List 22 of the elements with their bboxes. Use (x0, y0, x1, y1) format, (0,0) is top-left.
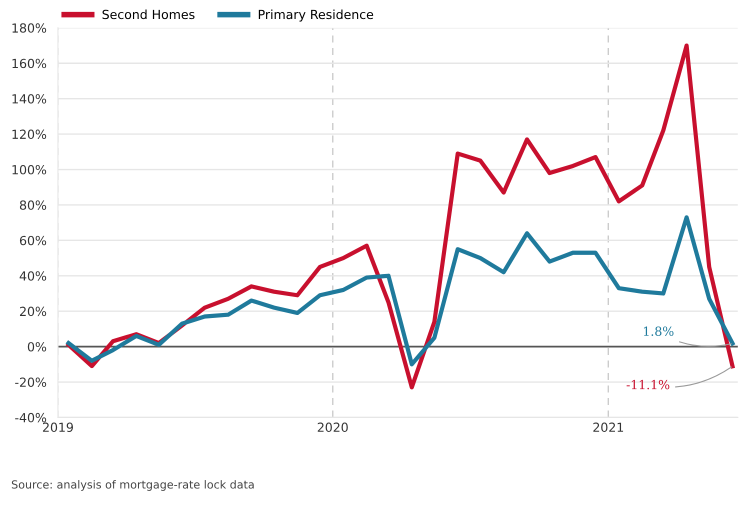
y-tick-label: 80% (20, 200, 46, 210)
annotation: -11.1% (626, 380, 670, 390)
legend-label: Second Homes (102, 9, 194, 20)
y-tick-label: 100% (12, 164, 46, 174)
y-tick-label: 20% (20, 306, 46, 316)
x-tick-label: 2021 (593, 422, 624, 432)
line-series (66, 43, 735, 390)
y-tick-label: -20% (15, 378, 46, 387)
y-tick-label: 60% (20, 236, 46, 246)
y-tick-label: 0% (28, 342, 46, 352)
y-tick-label: 160% (12, 58, 46, 68)
x-tick-label: 2019 (42, 422, 73, 432)
y-tick-label: -40% (15, 412, 46, 422)
line-series (66, 215, 735, 366)
legend-label: Primary Residence (258, 9, 374, 22)
y-tick-label: 120% (12, 130, 46, 140)
source-note: Source: analysis of mortgage-rate lock data (12, 480, 254, 491)
annotation: 1.8% (644, 326, 674, 336)
y-tick-label: 180% (12, 23, 46, 33)
y-tick-label: 40% (20, 271, 46, 281)
y-tick-label: 140% (12, 94, 46, 104)
x-tick-label: 2020 (318, 422, 348, 432)
